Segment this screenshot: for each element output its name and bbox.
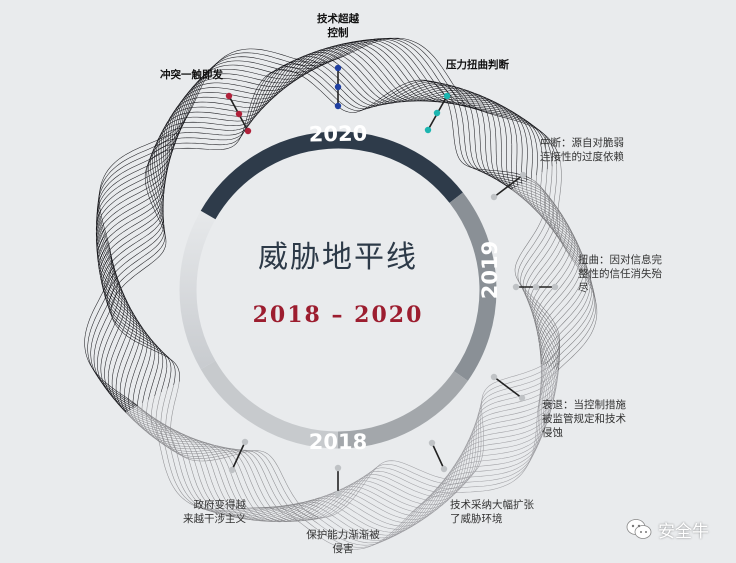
label-distortion: 扭曲：因对信息完 整性的信任消失殆尽 <box>578 254 662 294</box>
label-degradation: 衰退：当控制措施 被监管规定和技术 侵蚀 <box>542 399 626 439</box>
label-tech-adoption: 技术采纳大幅扩张 了威胁环境 <box>450 499 534 525</box>
brand-watermark: 安全牛 <box>626 514 722 544</box>
brand-name: 安全牛 <box>658 521 709 542</box>
year-2020-label: 2020 <box>309 121 368 146</box>
diagram-title: 威胁地平线 <box>258 240 418 275</box>
label-tech-control: 技术超越 控制 <box>317 13 359 39</box>
wave-lines <box>84 37 598 550</box>
year-2019-label: 2019 <box>478 241 502 299</box>
event-markers <box>225 64 559 498</box>
label-conflict: 冲突一触即发 <box>160 69 223 81</box>
year-ring <box>179 131 497 449</box>
label-protection: 保护能力渐渐被 侵害 <box>306 529 380 555</box>
year-range: 2018 – 2020 <box>252 302 424 328</box>
year-2018-label: 2018 <box>309 430 367 454</box>
wechat-icon <box>626 519 652 539</box>
year-labels: 2020 2019 2018 <box>309 121 502 454</box>
label-disruption: 中断：源自对脆弱 连接性的过度依赖 <box>540 137 624 163</box>
label-government: 政府变得越 来越干涉主义 <box>183 499 246 525</box>
label-pressure: 压力扭曲判断 <box>446 59 509 71</box>
